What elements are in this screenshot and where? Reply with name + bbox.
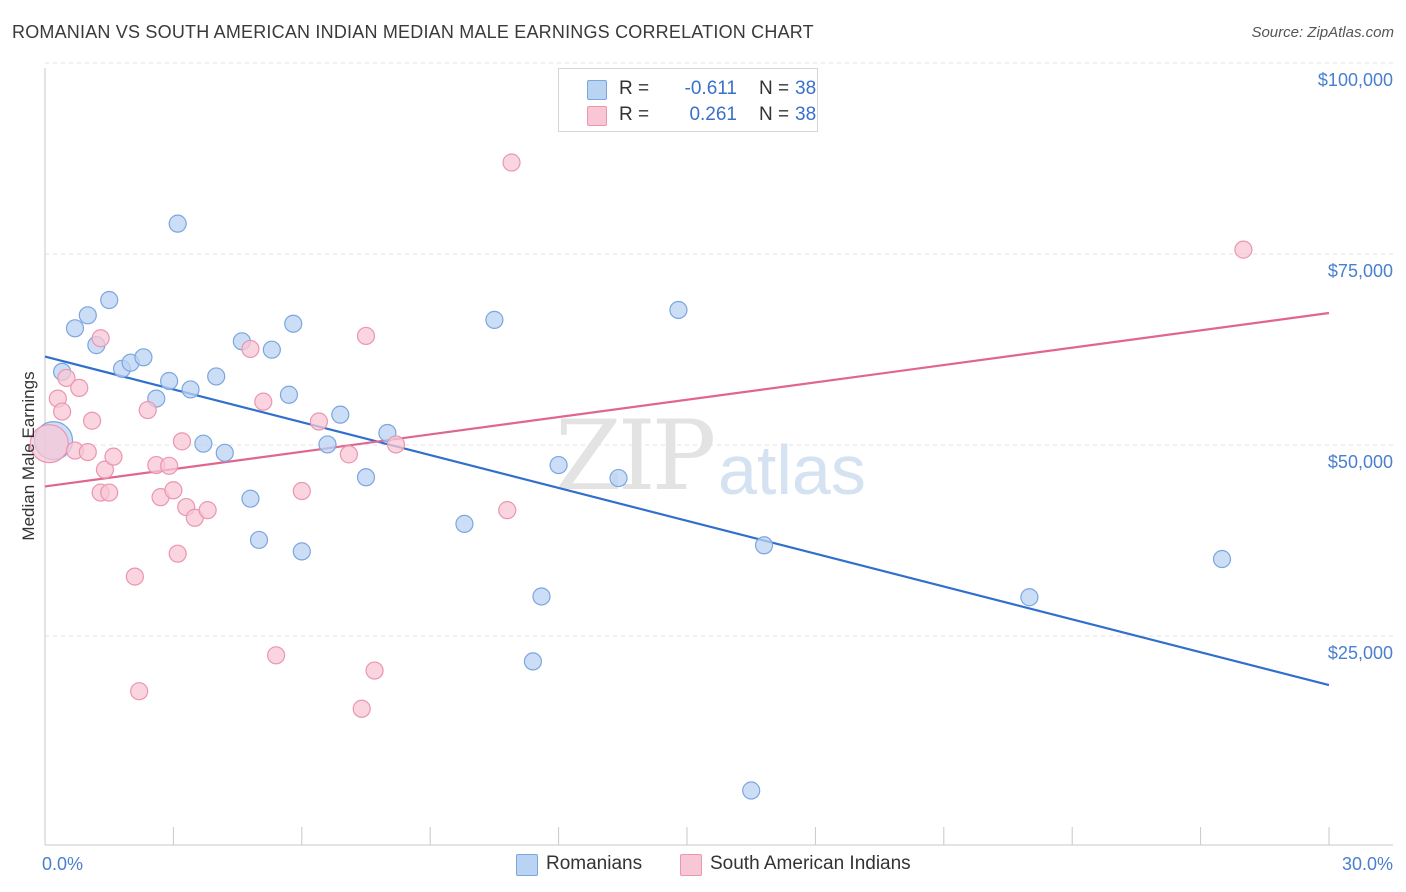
point-romanians bbox=[78, 306, 97, 325]
point-south-american-indians bbox=[267, 646, 286, 665]
series-swatch-south-american-indians bbox=[680, 854, 702, 876]
axis-layer bbox=[44, 68, 1393, 846]
trendline-romanians bbox=[44, 355, 1330, 687]
point-south-american-indians bbox=[292, 481, 311, 501]
point-romanians bbox=[1020, 588, 1039, 607]
point-south-american-indians bbox=[352, 699, 371, 718]
point-south-american-indians bbox=[356, 326, 376, 346]
point-romanians bbox=[485, 310, 504, 329]
point-south-american-indians bbox=[130, 682, 149, 701]
point-south-american-indians bbox=[70, 378, 89, 397]
y-tick-label: $75,000 bbox=[1328, 261, 1393, 281]
point-romanians bbox=[455, 514, 474, 533]
x-tick-label: 30.0% bbox=[1342, 854, 1393, 874]
point-south-american-indians bbox=[172, 432, 192, 451]
x-tick-label: 0.0% bbox=[42, 854, 83, 874]
point-south-american-indians bbox=[498, 501, 517, 520]
point-south-american-indians bbox=[57, 368, 76, 388]
point-south-american-indians bbox=[138, 400, 157, 420]
point-south-american-indians bbox=[100, 483, 119, 502]
legend-r-label: R = bbox=[619, 104, 650, 125]
point-romanians bbox=[532, 587, 551, 606]
point-romanians bbox=[549, 455, 568, 475]
label-layer: $25,000 $50,000 $75,000 $100,000 0.0% 30.0% Me… bbox=[19, 70, 1393, 874]
point-romanians bbox=[754, 536, 774, 555]
point-south-american-indians bbox=[168, 544, 187, 563]
point-romanians bbox=[523, 652, 543, 671]
y-tick-label: $25,000 bbox=[1328, 643, 1393, 663]
point-romanians bbox=[249, 530, 269, 550]
point-romanians bbox=[207, 367, 226, 386]
point-layer bbox=[29, 153, 1253, 800]
point-romanians bbox=[181, 380, 200, 399]
series-name-south-american-indians: South American Indians bbox=[710, 853, 911, 874]
point-south-american-indians bbox=[104, 447, 123, 466]
point-south-american-indians bbox=[160, 456, 179, 475]
legend-n-value: 38 bbox=[795, 78, 817, 99]
point-south-american-indians bbox=[386, 435, 406, 454]
point-romanians bbox=[160, 371, 179, 391]
point-south-american-indians bbox=[125, 567, 144, 586]
point-romanians bbox=[609, 468, 628, 488]
source-label: Source: ZipAtlas.com bbox=[1251, 24, 1394, 41]
trendline-south-american-indians bbox=[44, 311, 1330, 488]
point-romanians bbox=[215, 443, 234, 462]
correlation-legend: R = -0.611 N = 38 R = 0.261 N = 38 bbox=[558, 68, 818, 132]
point-romanians bbox=[100, 290, 119, 310]
point-romanians bbox=[331, 405, 350, 424]
point-south-american-indians bbox=[29, 424, 69, 464]
point-romanians bbox=[356, 468, 376, 487]
point-romanians bbox=[1212, 549, 1232, 569]
point-south-american-indians bbox=[78, 442, 97, 462]
y-tick-label: $100,000 bbox=[1318, 70, 1393, 90]
point-south-american-indians bbox=[164, 481, 183, 500]
point-south-american-indians bbox=[502, 153, 521, 172]
point-south-american-indians bbox=[91, 329, 110, 348]
legend-r-label: R = bbox=[619, 78, 650, 99]
trend-layer bbox=[44, 311, 1330, 687]
point-romanians bbox=[669, 300, 688, 320]
watermark-atlas: atlas bbox=[718, 431, 866, 509]
point-south-american-indians bbox=[95, 460, 115, 479]
grid-layer bbox=[45, 62, 1393, 637]
point-romanians bbox=[241, 489, 260, 508]
legend-n-label: N = bbox=[759, 104, 790, 125]
point-south-american-indians bbox=[309, 412, 329, 431]
point-south-american-indians bbox=[254, 392, 273, 411]
point-romanians bbox=[65, 319, 85, 338]
point-south-american-indians bbox=[1234, 240, 1253, 259]
y-axis-label: Median Male Earnings bbox=[19, 371, 38, 540]
point-south-american-indians bbox=[53, 402, 72, 421]
point-south-american-indians bbox=[198, 501, 217, 520]
legend-r-value: 0.261 bbox=[689, 104, 737, 125]
point-romanians bbox=[292, 542, 311, 561]
legend-n-value: 38 bbox=[795, 104, 817, 125]
point-romanians bbox=[134, 348, 153, 367]
point-south-american-indians bbox=[82, 411, 102, 430]
point-romanians bbox=[284, 314, 303, 333]
legend-n-label: N = bbox=[759, 78, 790, 99]
legend-swatch-romanians bbox=[587, 80, 607, 100]
series-name-romanians: Romanians bbox=[546, 853, 643, 874]
point-south-american-indians bbox=[241, 339, 260, 359]
y-tick-label: $50,000 bbox=[1328, 452, 1393, 472]
point-romanians bbox=[318, 435, 337, 454]
chart-title: ROMANIAN VS SOUTH AMERICAN INDIAN MEDIAN… bbox=[12, 22, 814, 42]
point-south-american-indians bbox=[365, 661, 384, 680]
point-romanians bbox=[262, 340, 281, 359]
legend-r-value: -0.611 bbox=[684, 78, 737, 99]
point-romanians bbox=[168, 214, 187, 233]
series-swatch-romanians bbox=[516, 854, 538, 876]
point-romanians bbox=[742, 781, 761, 800]
point-romanians bbox=[194, 434, 213, 453]
legend-swatch-south-american-indians bbox=[587, 106, 607, 126]
point-romanians bbox=[279, 385, 299, 404]
point-south-american-indians bbox=[339, 445, 358, 464]
